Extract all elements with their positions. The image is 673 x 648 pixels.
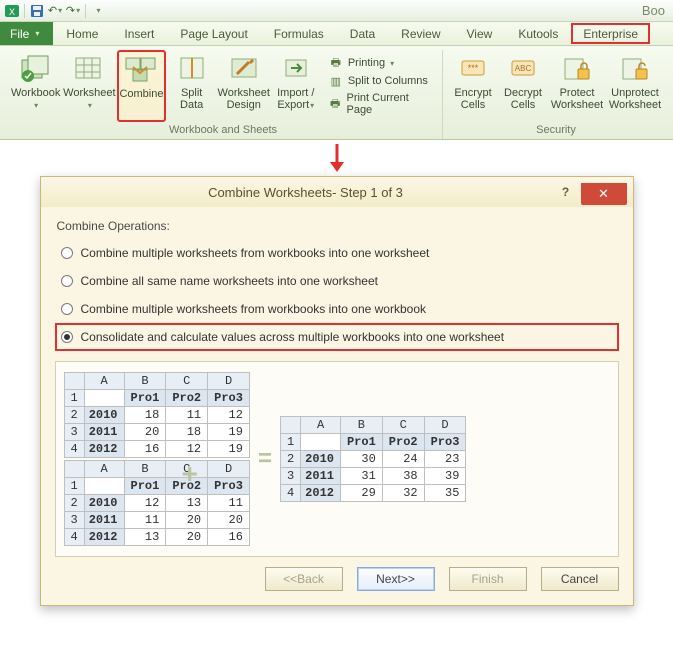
split-data-button[interactable]: Split Data bbox=[168, 50, 216, 122]
dialog-titlebar: Combine Worksheets- Step 1 of 3 ? ✕ bbox=[41, 177, 633, 207]
tab-review[interactable]: Review bbox=[388, 22, 453, 45]
print-page-icon: 🖶 bbox=[328, 97, 343, 111]
svg-text:ABC: ABC bbox=[515, 64, 532, 73]
group-workbook-and-sheets: Workbook▾ Worksheet▾ Combine Split Data … bbox=[4, 50, 443, 139]
group-security: *** Encrypt Cells ABC Decrypt Cells Prot… bbox=[443, 50, 669, 139]
option-label: Combine multiple worksheets from workboo… bbox=[81, 302, 427, 316]
chevron-down-icon: ▾ bbox=[88, 101, 92, 110]
redo-icon[interactable]: ↷▾ bbox=[65, 3, 81, 19]
tab-file-label: File bbox=[10, 27, 29, 41]
import-export-icon bbox=[279, 53, 313, 85]
encrypt-cells-button[interactable]: *** Encrypt Cells bbox=[449, 50, 497, 122]
worksheet-design-button[interactable]: Worksheet Design bbox=[218, 50, 270, 122]
preview-table-1: ABCD1Pro1Pro2Pro322010181112320112018194… bbox=[64, 372, 250, 458]
unprotect-worksheet-button[interactable]: Unprotect Worksheet bbox=[607, 50, 663, 122]
combine-icon bbox=[124, 54, 158, 86]
save-icon[interactable] bbox=[29, 3, 45, 19]
close-button[interactable]: ✕ bbox=[581, 183, 627, 205]
finish-button[interactable]: Finish bbox=[449, 567, 527, 591]
next-button[interactable]: Next>> bbox=[357, 567, 435, 591]
encrypt-icon: *** bbox=[456, 53, 490, 85]
chevron-down-icon: ▾ bbox=[35, 29, 39, 38]
excel-logo-icon: X bbox=[4, 3, 20, 19]
tab-home[interactable]: Home bbox=[53, 22, 111, 45]
tab-kutools[interactable]: Kutools bbox=[505, 22, 571, 45]
chevron-down-icon: ▾ bbox=[34, 101, 38, 110]
protect-icon bbox=[560, 53, 594, 85]
combine-button[interactable]: Combine bbox=[117, 50, 165, 122]
radio-icon bbox=[61, 331, 73, 343]
ribbon-tabs: File ▾ Home Insert Page Layout Formulas … bbox=[0, 22, 673, 46]
radio-icon bbox=[61, 275, 73, 287]
dialog-title: Combine Worksheets- Step 1 of 3 bbox=[61, 185, 551, 200]
split-to-columns-button[interactable]: ▥Split to Columns bbox=[326, 73, 432, 89]
preview-panel: ABCD1Pro1Pro2Pro322010181112320112018194… bbox=[55, 361, 619, 557]
cancel-button[interactable]: Cancel bbox=[541, 567, 619, 591]
group-label: Workbook and Sheets bbox=[10, 122, 436, 137]
section-label: Combine Operations: bbox=[57, 219, 619, 233]
equals-icon: = bbox=[258, 445, 272, 473]
small-buttons-column: 🖶Printing ▾ ▥Split to Columns 🖶Print Cur… bbox=[322, 50, 436, 122]
print-current-page-button[interactable]: 🖶Print Current Page bbox=[326, 91, 432, 117]
protect-worksheet-button[interactable]: Protect Worksheet bbox=[549, 50, 605, 122]
chevron-down-icon: ▾ bbox=[310, 101, 314, 110]
unprotect-icon bbox=[618, 53, 652, 85]
option-label: Combine all same name worksheets into on… bbox=[81, 274, 378, 288]
worksheet-button[interactable]: Worksheet▾ bbox=[63, 50, 115, 122]
back-button[interactable]: <<Back bbox=[265, 567, 343, 591]
quick-access-toolbar: X ↶▾ ↷▾ ▾ Boo bbox=[0, 0, 673, 22]
tab-data[interactable]: Data bbox=[337, 22, 388, 45]
workbook-button[interactable]: Workbook▾ bbox=[10, 50, 61, 122]
option-combine-into-one-worksheet[interactable]: Combine multiple worksheets from workboo… bbox=[55, 239, 619, 267]
chevron-down-icon: ▾ bbox=[390, 59, 394, 68]
plus-icon: + bbox=[182, 458, 198, 490]
tab-file[interactable]: File ▾ bbox=[0, 22, 53, 45]
tab-insert[interactable]: Insert bbox=[111, 22, 167, 45]
undo-icon[interactable]: ↶▾ bbox=[47, 3, 63, 19]
dialog-buttons: <<Back Next>> Finish Cancel bbox=[55, 557, 619, 593]
separator bbox=[85, 4, 86, 18]
preview-table-2: ABCD1Pro1Pro2Pro322010121311320111120204… bbox=[64, 460, 250, 546]
tab-page-layout[interactable]: Page Layout bbox=[167, 22, 260, 45]
tab-enterprise[interactable]: Enterprise bbox=[571, 23, 650, 44]
radio-icon bbox=[61, 303, 73, 315]
preview-table-result: ABCD1Pro1Pro2Pro322010302423320113138394… bbox=[280, 416, 466, 502]
ribbon: Workbook▾ Worksheet▾ Combine Split Data … bbox=[0, 46, 673, 140]
combine-worksheets-dialog: Combine Worksheets- Step 1 of 3 ? ✕ Comb… bbox=[40, 176, 634, 606]
customize-qat-icon[interactable]: ▾ bbox=[90, 3, 106, 19]
group-label: Security bbox=[449, 122, 663, 137]
decrypt-cells-button[interactable]: ABC Decrypt Cells bbox=[499, 50, 547, 122]
option-label: Consolidate and calculate values across … bbox=[81, 330, 505, 344]
decrypt-icon: ABC bbox=[506, 53, 540, 85]
separator bbox=[24, 4, 25, 18]
printing-button[interactable]: 🖶Printing ▾ bbox=[326, 55, 432, 71]
tab-view[interactable]: View bbox=[454, 22, 506, 45]
svg-text:X: X bbox=[9, 7, 15, 17]
help-button[interactable]: ? bbox=[551, 185, 581, 199]
option-combine-into-one-workbook[interactable]: Combine multiple worksheets from workboo… bbox=[55, 295, 619, 323]
printer-icon: 🖶 bbox=[328, 56, 344, 70]
app-title: Boo bbox=[642, 3, 669, 18]
split-data-icon bbox=[175, 53, 209, 85]
svg-text:***: *** bbox=[468, 63, 479, 73]
option-combine-same-name[interactable]: Combine all same name worksheets into on… bbox=[55, 267, 619, 295]
option-label: Combine multiple worksheets from workboo… bbox=[81, 246, 430, 260]
split-columns-icon: ▥ bbox=[328, 74, 344, 88]
option-consolidate-calculate[interactable]: Consolidate and calculate values across … bbox=[55, 323, 619, 351]
tab-formulas[interactable]: Formulas bbox=[261, 22, 337, 45]
workbook-icon bbox=[19, 53, 53, 85]
import-export-button[interactable]: Import / Export▾ bbox=[272, 50, 320, 122]
worksheet-design-icon bbox=[227, 53, 261, 85]
callout-arrow bbox=[0, 140, 673, 176]
worksheet-icon bbox=[72, 53, 106, 85]
radio-icon bbox=[61, 247, 73, 259]
